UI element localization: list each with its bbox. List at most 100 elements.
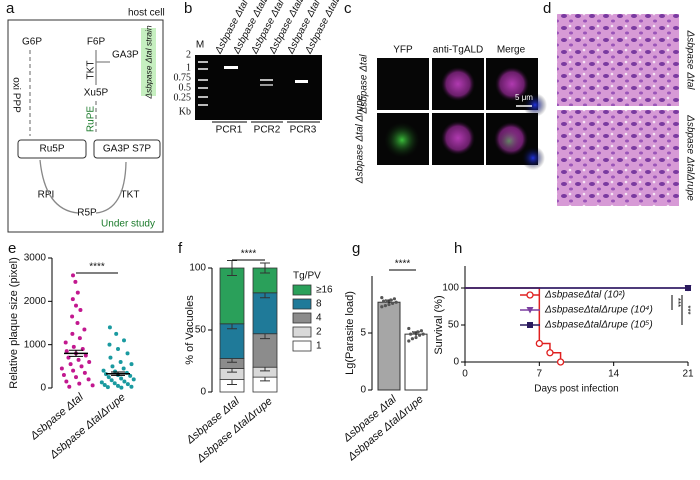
data-point — [70, 331, 75, 336]
band — [260, 79, 273, 81]
bar-segment — [252, 292, 278, 335]
size-label: 2 — [186, 49, 191, 60]
enzyme: oxi PPP — [10, 77, 21, 113]
node: GA3P — [112, 50, 139, 61]
enzyme: TKT — [86, 61, 97, 80]
node-box — [17, 139, 87, 159]
size-label: Kb — [179, 106, 191, 117]
signal — [441, 121, 475, 155]
node: Ru5P — [39, 144, 64, 155]
y-tick-label: 0 — [360, 385, 366, 396]
legend-label: ΔsbpaseΔtal (10²) — [544, 290, 625, 301]
y-axis-label: Relative plaque size (pixel) — [8, 257, 20, 388]
row-label: Δsbpase Δtal Δrupe — [355, 94, 366, 184]
x-tick-label: 0 — [462, 369, 468, 380]
data-point — [64, 379, 69, 384]
data-point — [407, 326, 411, 331]
data-point — [68, 362, 73, 367]
scale-label: 5 μm — [515, 93, 533, 102]
data-point — [387, 302, 391, 307]
band — [260, 84, 273, 86]
panel-letter: a — [6, 0, 15, 17]
data-point — [385, 299, 389, 303]
x-tick-label: 21 — [682, 369, 694, 380]
marker — [685, 285, 691, 291]
signal — [523, 93, 547, 117]
legend-marker — [526, 291, 534, 299]
column-header: Merge — [497, 45, 526, 56]
enzyme: TKT — [121, 190, 140, 201]
data-point — [125, 382, 130, 387]
ladder — [198, 61, 208, 106]
strain-label: Δsbpase Δtal strain — [143, 25, 153, 100]
pcr-label: PCR1 — [216, 125, 243, 136]
data-point — [131, 377, 136, 382]
significance: **** — [241, 249, 257, 260]
arrow — [39, 159, 79, 214]
data-point — [75, 290, 80, 295]
data-point — [109, 378, 114, 383]
data-point — [125, 351, 130, 356]
micrograph — [377, 58, 429, 110]
node: Xu5P — [84, 88, 109, 99]
error-bar — [227, 260, 237, 276]
error-bar — [260, 262, 270, 274]
data-point — [418, 333, 422, 337]
data-point — [380, 296, 384, 300]
data-point — [394, 300, 398, 304]
legend-label: 2 — [316, 327, 322, 338]
legend-title: Tg/PV — [293, 271, 321, 282]
pathway-arrows — [29, 50, 127, 214]
legend-label: ΔsbpaseΔtalΔrupe (10⁴) — [544, 305, 653, 316]
note: Under study — [101, 219, 155, 230]
data-point — [78, 308, 83, 312]
strain-highlight — [141, 28, 156, 96]
legend-marker — [526, 307, 534, 314]
y-tick-label: 5 — [360, 328, 366, 339]
node: R5P — [77, 208, 97, 219]
significance: **** — [395, 259, 411, 270]
error-bar — [111, 371, 125, 376]
legend-swatch — [292, 284, 312, 296]
data-point — [416, 330, 420, 334]
size-label: 1 — [186, 62, 191, 73]
legend-label: 8 — [316, 299, 322, 310]
x-tick-label: 7 — [537, 369, 543, 380]
y-tick-label: 1000 — [24, 339, 47, 350]
data-point — [71, 368, 76, 373]
data-point — [107, 342, 112, 347]
data-point — [74, 375, 78, 380]
legend-swatch — [292, 298, 312, 310]
data-point — [75, 321, 80, 325]
arrow — [95, 161, 127, 214]
data-point — [110, 364, 115, 369]
row-label: Δsbpase Δtal — [684, 29, 695, 90]
data-point — [70, 314, 75, 319]
pcr-label: PCR2 — [254, 125, 281, 136]
data-point — [389, 298, 393, 302]
panel-letter: c — [344, 0, 352, 17]
size-label: 0.5 — [179, 82, 192, 93]
data-point — [407, 339, 411, 343]
legend-label: ΔsbpaseΔtalΔrupe (10⁵) — [544, 320, 653, 331]
enzyme: RuPE — [86, 106, 97, 132]
x-tick-label: 14 — [608, 369, 620, 380]
data-point — [73, 279, 78, 284]
data-point — [121, 366, 126, 371]
data-point — [107, 325, 112, 330]
signal — [495, 67, 529, 101]
y-tick-label: 2000 — [24, 296, 47, 307]
node: GA3P S7P — [103, 144, 152, 155]
signal — [521, 146, 545, 170]
data-point — [114, 331, 119, 336]
data-point — [410, 337, 414, 341]
host-label: host cell — [128, 8, 165, 19]
data-point — [128, 373, 133, 378]
data-point — [82, 370, 87, 375]
data-point — [122, 338, 126, 343]
x-axis-label: Days post infection — [534, 384, 619, 395]
data-point — [74, 303, 78, 308]
panel-letter: d — [543, 0, 551, 17]
